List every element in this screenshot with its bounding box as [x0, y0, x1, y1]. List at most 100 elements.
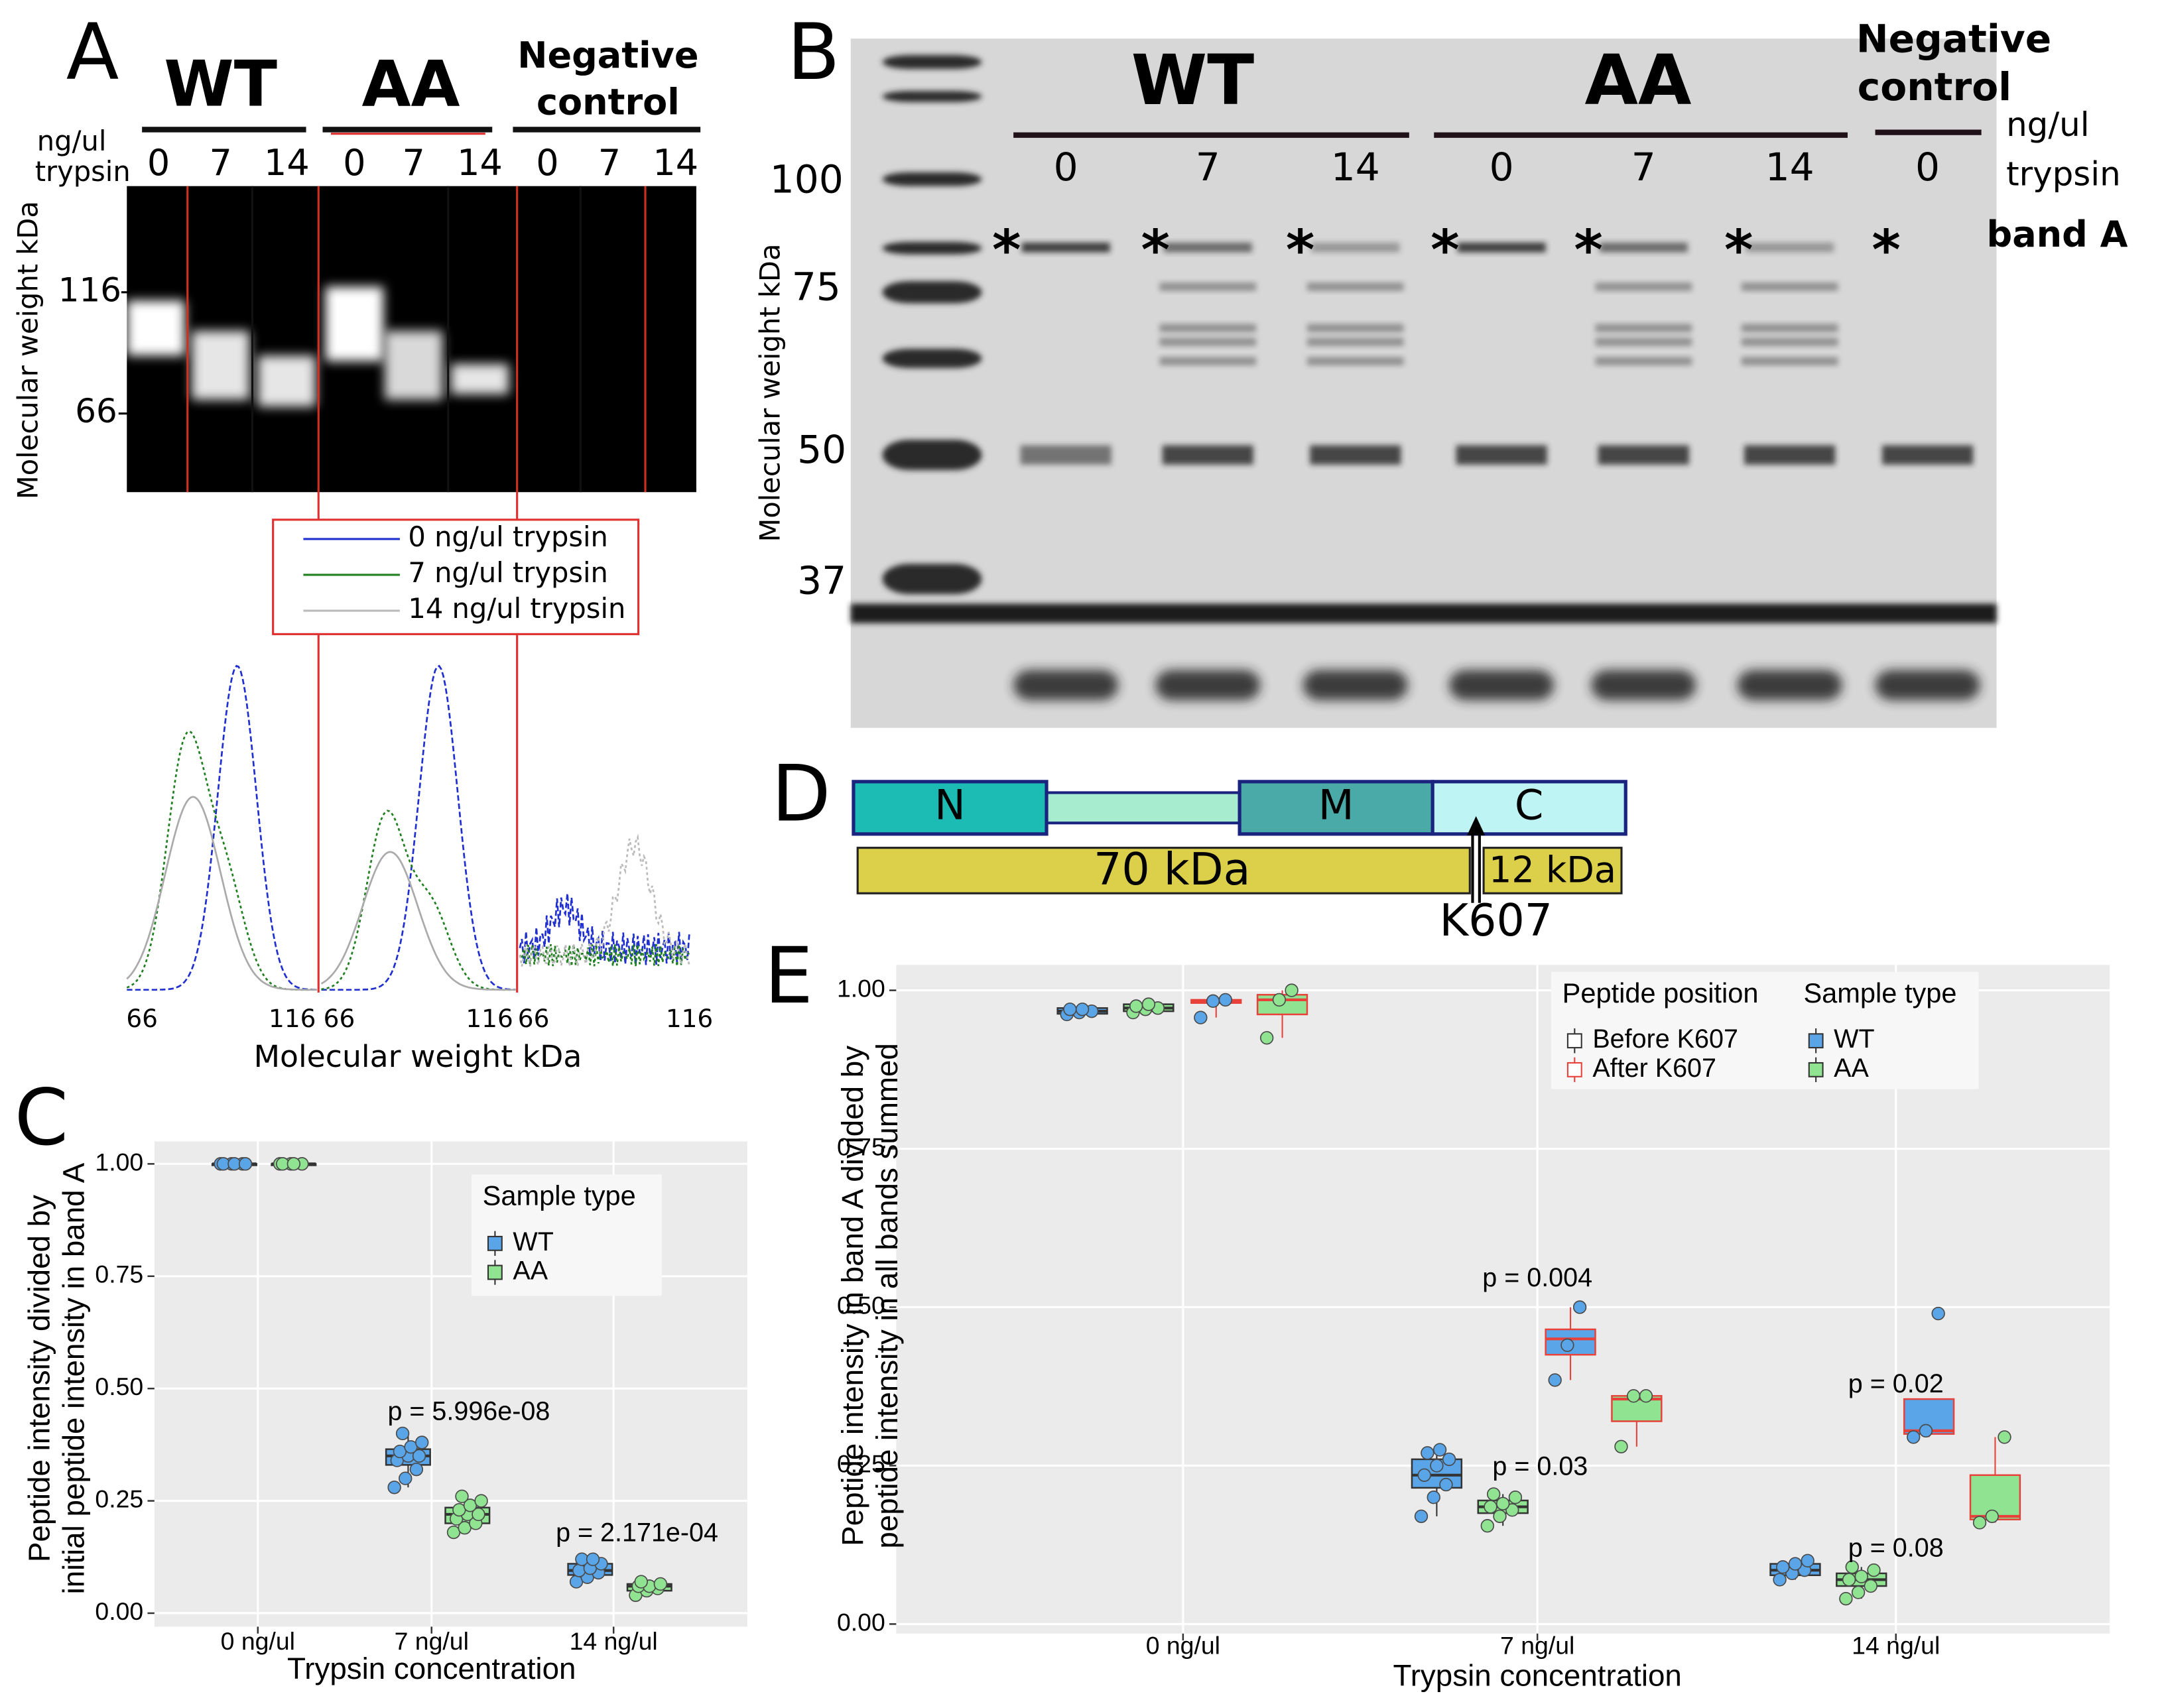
ladder-band [882, 55, 982, 69]
point [1194, 1010, 1208, 1024]
point [472, 1507, 485, 1522]
group-label: WT [164, 46, 277, 121]
panel-letter: B [787, 8, 840, 97]
band-50 [1881, 445, 1974, 465]
point [1776, 1560, 1790, 1574]
point [1839, 1591, 1853, 1606]
point [1919, 1424, 1933, 1438]
point [1572, 1300, 1587, 1314]
lane-label: 7 [1631, 145, 1656, 190]
y-tick-label: 0.25 [95, 1485, 143, 1512]
conc-label: ng/ul [37, 125, 107, 157]
point [1427, 1491, 1440, 1504]
trace-tick-label: 66 [518, 1004, 550, 1033]
legend-key [1808, 1062, 1824, 1077]
asterisk: * [1286, 217, 1315, 282]
trace-tick-label: 116 [269, 1004, 316, 1033]
bottom-band [1155, 670, 1261, 701]
arrow-head [1467, 816, 1486, 835]
point [1493, 1509, 1507, 1524]
legend-key [487, 1235, 503, 1251]
asterisk: * [1431, 217, 1460, 282]
point [399, 1471, 413, 1485]
annotation: p = 0.08 [1848, 1533, 1944, 1562]
point [1788, 1557, 1803, 1571]
y-axis-label: Molecular weight kDa [753, 244, 786, 542]
fragment [1482, 847, 1623, 894]
x-tick-label: 0 ng/ul [221, 1627, 295, 1655]
asterisk: * [1724, 217, 1753, 282]
lane-label: 7 [1196, 145, 1220, 190]
linker [1045, 791, 1241, 825]
fragment-band [1595, 282, 1692, 291]
point [1985, 1509, 1999, 1524]
fragment-band [1595, 357, 1692, 365]
lane-label: 7 [598, 142, 621, 184]
point [586, 1552, 600, 1566]
annotation: p = 2.171e-04 [556, 1518, 718, 1547]
bottom-band [1449, 670, 1555, 701]
point [1480, 1519, 1494, 1533]
band-label: band A [1987, 213, 2128, 255]
bottom-band [1591, 670, 1696, 701]
density-trace [321, 810, 516, 991]
bottom-band [1875, 670, 1980, 701]
legend-box [472, 1174, 662, 1296]
marker-label: 50 [797, 427, 846, 472]
point [1548, 1373, 1562, 1387]
gel-band [191, 330, 250, 400]
x-tick-label: 7 ng/ul [395, 1627, 469, 1655]
ladder-band [882, 564, 982, 595]
density-trace [519, 893, 690, 965]
band-a [1599, 242, 1688, 253]
ladder-band [882, 349, 982, 369]
group-label: control [1858, 64, 2011, 109]
point [1432, 1443, 1447, 1457]
y-tick-label: 0.50 [95, 1372, 143, 1400]
point [1560, 1338, 1574, 1353]
legend-key [1566, 1033, 1582, 1049]
fragment-band [1306, 282, 1404, 291]
gel-band [257, 355, 316, 407]
marker-label: 116 [58, 271, 121, 309]
panel-letter: D [771, 750, 831, 839]
gel-band [325, 286, 383, 361]
y-tick-label: 1.00 [95, 1148, 143, 1176]
bottom-band [1013, 670, 1119, 701]
point [1439, 1477, 1453, 1492]
band-50 [1162, 445, 1253, 465]
legend-box [1551, 971, 1979, 1089]
gel-band [450, 363, 509, 395]
band-a [1163, 242, 1252, 253]
band-50 [1456, 445, 1547, 465]
point [1218, 993, 1232, 1007]
point [1206, 994, 1220, 1008]
point [1845, 1560, 1859, 1574]
domain-label: N [934, 780, 966, 829]
panel-letter: A [66, 8, 119, 97]
domain-label: M [1318, 780, 1354, 829]
legend-entry: After K607 [1592, 1054, 1716, 1083]
point [1508, 1491, 1523, 1504]
fragment [856, 847, 1471, 894]
density-trace [320, 851, 516, 991]
density-trace [321, 664, 516, 991]
y-tick-label: 0.75 [837, 1132, 885, 1160]
fragment-band [1741, 357, 1838, 365]
point [1627, 1389, 1641, 1403]
box [1903, 1398, 1955, 1435]
panel-letter: E [764, 932, 813, 1021]
asterisk: * [1141, 217, 1171, 282]
fragment-label: 70 kDa [1094, 843, 1250, 895]
annotation: p = 0.02 [1848, 1369, 1944, 1398]
lane-label: 0 [343, 142, 365, 184]
point [1614, 1439, 1628, 1453]
point [1851, 1585, 1866, 1599]
band-a [1746, 242, 1834, 253]
group-label: Negative [517, 34, 698, 76]
legend-title: Peptide position [1562, 977, 1759, 1008]
legend-title: Sample type [483, 1180, 636, 1211]
y-axis-label: Peptide intensity in band A divided by [836, 1046, 869, 1546]
x-axis-label: Trypsin concentration [287, 1652, 576, 1685]
